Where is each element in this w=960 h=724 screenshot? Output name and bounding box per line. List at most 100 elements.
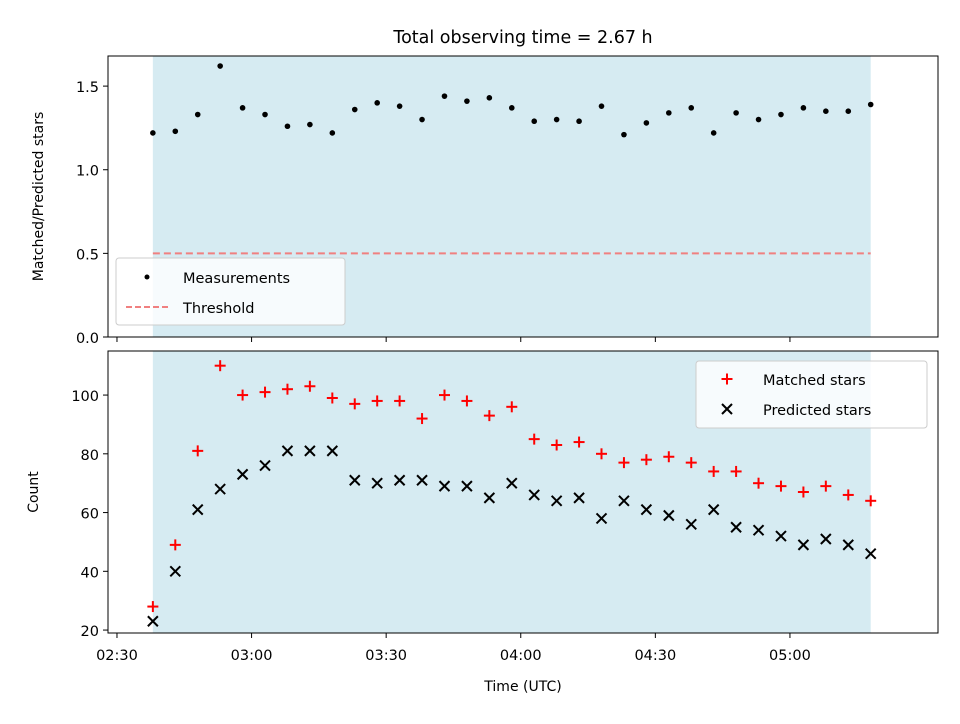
bottom-y-ticks: 20 40 60 80 100 [71,389,108,640]
measurement-point [553,116,560,123]
predicted-star-point [730,521,742,533]
measurement-point [800,105,807,111]
cross-stroke [438,480,451,492]
predicted-star-point [259,459,271,472]
bottom-legend-predicted-label: Predicted stars [763,403,871,419]
x-tick-label: 03:30 [365,648,407,664]
matched-star-point [304,380,316,392]
matched-star-point [259,386,271,398]
predicted-star-point [864,547,877,560]
measurement-point [396,103,403,109]
predicted-star-point [304,445,316,457]
measurement-point [217,63,223,69]
legend-plus-marker [721,373,733,385]
predicted-star-point [595,512,608,525]
cross-stroke [618,495,630,507]
measurement-point [441,93,448,99]
predicted-star-point [528,489,540,501]
top-legend-box [115,257,346,326]
cross-stroke [595,512,608,525]
measurement-point [598,103,605,109]
cross-stroke [259,459,271,472]
measurement-point [374,100,380,106]
bottom-legend-box [695,360,928,429]
cross-stroke [752,524,765,536]
measurement-point [733,110,739,116]
measurement-point [867,101,874,108]
matched-star-point [169,539,181,551]
matched-star-point [281,383,293,395]
predicted-star-point [707,503,720,516]
matched-star-point [842,489,854,501]
cross-stroke [721,403,733,415]
bottom-panel: 20 40 60 80 100 02:30 03:00 03:30 04:00 04:30 05:… [26,350,939,695]
matched-star-point [349,398,361,410]
predicted-star-point [618,495,630,507]
bottom-y-axis-label: Count [26,471,42,513]
matched-star-point [237,389,249,401]
measurement-point [643,120,650,126]
matched-star-point [797,486,809,498]
measurement-point [329,130,336,136]
top-y-ticks: 0.0 0.5 1.0 1.5 [76,80,108,347]
matched-star-point [820,480,832,492]
cross-stroke [461,480,473,492]
top-x-ticks [116,337,791,342]
measurement-point [823,108,829,114]
matched-star-point [685,457,697,469]
matched-star-point [147,601,159,613]
measurement-point [486,95,493,101]
cross-stroke [169,565,182,578]
legend-cross-marker [721,403,733,415]
cross-stroke [326,445,339,457]
measurement-point [351,106,358,113]
top-legend: Measurements Threshold [115,257,346,326]
y-tick-label: 20 [81,624,99,640]
predicted-star-point [438,480,451,492]
measurement-point [621,131,627,138]
bottom-x-axis-label: Time (UTC) [483,679,561,695]
matched-star-point [528,433,540,445]
matched-star-point [394,395,406,407]
matched-star-point [730,465,742,477]
cross-stroke [192,503,204,516]
matched-star-point [753,477,765,489]
y-tick-label: 1.0 [76,164,99,180]
measurement-point [531,118,538,125]
matched-star-point [192,445,204,457]
measurement-point [262,111,268,118]
measurement-point [508,105,515,111]
predicted-star-point [573,492,585,504]
cross-stroke [147,615,159,627]
y-tick-label: 0.0 [76,331,99,347]
measurement-point [778,111,784,118]
measurement-point [284,123,291,130]
y-tick-label: 0.5 [76,247,99,263]
predicted-star-point [349,474,361,486]
matched-star-point [775,480,787,492]
measurement-point [576,118,582,125]
predicted-star-point [663,509,675,522]
predicted-star-point [461,480,473,492]
y-tick-label: 60 [81,507,99,523]
x-tick-label: 04:30 [634,648,676,664]
matched-star-point [708,465,720,477]
cross-stroke [797,539,810,551]
cross-stroke [864,547,877,560]
predicted-star-point [775,530,787,542]
predicted-star-point [169,565,182,578]
predicted-star-point [550,495,563,507]
matched-star-point [573,436,585,448]
matched-star-point [326,392,338,404]
bottom-legend-matched-marker [721,373,733,385]
cross-stroke [416,474,428,486]
predicted-star-point [797,539,810,551]
x-tick-label: 02:30 [96,648,138,664]
predicted-star-point [214,483,226,495]
bottom-legend-predicted-marker [721,403,733,415]
predicted-star-point [483,492,496,504]
cross-stroke [663,509,675,522]
predicted-star-point [752,524,765,536]
